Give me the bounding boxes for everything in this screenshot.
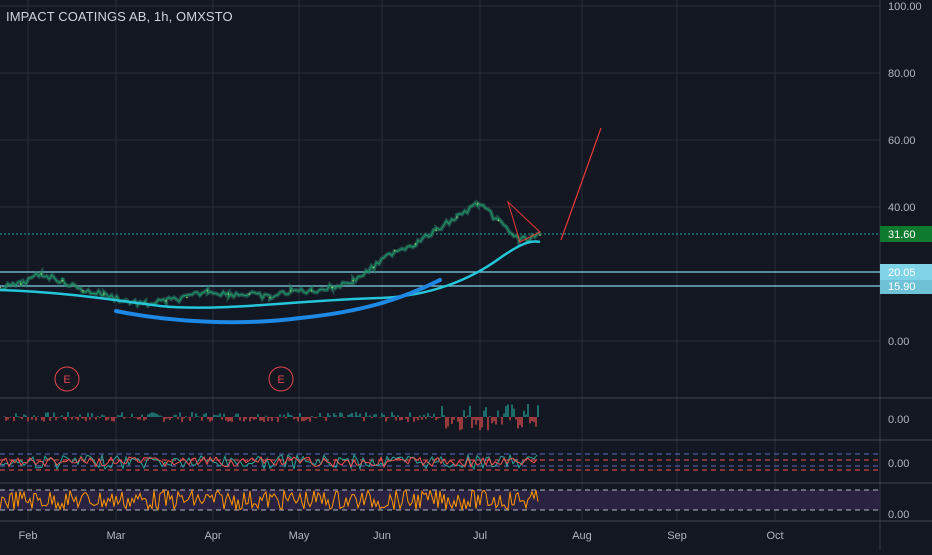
event-label: E (277, 374, 284, 386)
x-tick-label: Aug (572, 530, 592, 542)
rsi-band (0, 490, 880, 510)
oscillator-signal-line (0, 455, 538, 469)
moving-average-line (0, 240, 541, 309)
price-series (0, 199, 541, 310)
price-point (227, 293, 230, 295)
price-point (0, 286, 1, 289)
x-tick-label: Jun (373, 530, 391, 542)
level-tag: 15.90 (888, 281, 916, 293)
price-point (456, 216, 458, 218)
event-marker (268, 366, 294, 392)
price-point (186, 296, 188, 299)
x-tick-label: Mar (107, 530, 126, 542)
price-point (61, 279, 64, 282)
price-point (165, 300, 167, 302)
price-point (414, 243, 417, 245)
indicator-pane-label: 0.00 (888, 509, 909, 521)
price-point (40, 273, 43, 275)
y-tick-label: 60.00 (888, 135, 916, 147)
symbol-title: IMPACT COATINGS AB, 1h, OMXSTO (6, 9, 233, 24)
cup-arc-drawing (114, 278, 442, 325)
drawings (114, 127, 602, 325)
x-tick-label: Jul (473, 530, 487, 542)
price-point (103, 293, 105, 295)
price-point (393, 249, 396, 252)
price-point (310, 289, 313, 292)
grid-lines (0, 0, 881, 550)
price-point (331, 286, 334, 289)
oscillator-line (0, 453, 538, 471)
price-point (19, 283, 22, 285)
indicator-pane-label: 0.00 (888, 414, 909, 426)
level-tag: 20.05 (888, 267, 916, 279)
price-axis: 100.00 80.00 60.00 40.00 0.00 0.00 0.00 0.00 15.… (880, 1, 932, 521)
level-tag-bg (880, 278, 932, 294)
y-tick-label: 0.00 (888, 336, 909, 348)
pattern-drawing (506, 200, 541, 243)
price-point (289, 289, 292, 292)
x-tick-label: Oct (766, 530, 783, 542)
price-band (0, 199, 541, 310)
price-point (206, 289, 209, 292)
price-point (497, 219, 500, 222)
last-price-tag: 31.60 (888, 229, 916, 241)
x-tick-label: Sep (667, 530, 687, 542)
event-marker (54, 366, 80, 392)
x-tick-label: Apr (204, 530, 221, 542)
time-axis: Feb Mar Apr May Jun Jul Aug Sep Oct (19, 530, 784, 542)
y-tick-label: 80.00 (888, 68, 916, 80)
forecast-line (560, 127, 602, 241)
price-point (269, 296, 271, 299)
last-price-tag-bg (880, 226, 932, 242)
price-point (82, 289, 84, 292)
y-tick-label: 100.00 (888, 1, 922, 13)
horizontal-levels (0, 233, 880, 287)
x-tick-label: Feb (19, 530, 38, 542)
y-tick-label: 40.00 (888, 202, 916, 214)
price-point (352, 279, 354, 282)
price-point (435, 229, 437, 232)
price-point (476, 202, 479, 205)
level-tag-bg (880, 264, 932, 280)
price-point (248, 293, 251, 295)
indicator-pane-label: 0.00 (888, 458, 909, 470)
x-tick-label: May (289, 530, 310, 542)
rsi-line (0, 488, 539, 511)
indicator-panes (0, 397, 932, 522)
event-label: E (63, 374, 70, 386)
price-point (539, 234, 541, 236)
price-point (373, 266, 375, 269)
